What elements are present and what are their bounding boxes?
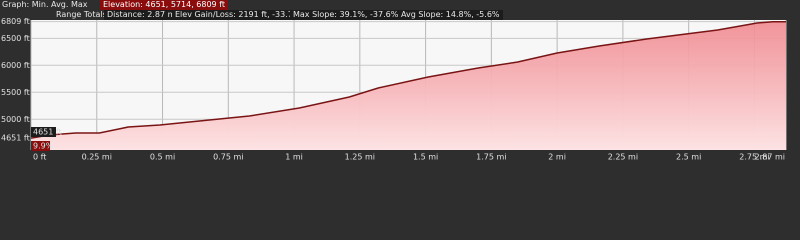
max-slope: Max Slope: 39.1%, -37.6%: [290, 10, 402, 20]
x-tick-label: 2 mi: [548, 153, 566, 162]
x-tick-label: 0.5 mi: [150, 153, 175, 162]
y-tick-label: 6500 ft: [1, 34, 30, 43]
range-label: Range Totals: [56, 10, 107, 19]
x-tick-label: 1.25 mi: [345, 153, 375, 162]
x-tick-label: 2.5 mi: [676, 153, 701, 162]
y-tick-label: 5500 ft: [1, 88, 30, 97]
cursor-label: 9.9%: [33, 142, 54, 151]
x-tick-label: 2.25 mi: [608, 153, 638, 162]
graph-label: Graph: Min. Avg. Max: [2, 0, 88, 9]
y-tick-label: 6000 ft: [1, 61, 30, 70]
y-tick-label: 6809 ft: [1, 17, 30, 26]
avg-slope: Avg Slope: 14.8%, -5.6%: [398, 10, 503, 20]
cursor-label-box: [31, 127, 56, 137]
x-tick-label: 2.75 mi: [739, 153, 769, 162]
cursor-label-box: [31, 141, 50, 151]
x-tick-label: 1.5 mi: [413, 153, 438, 162]
x-tick-label: 1.75 mi: [476, 153, 506, 162]
chart: 0 ft 0.25 mi 0.5 mi 0.75 mi 1 mi 1.25 mi 1.5 m…: [1, 17, 787, 162]
x-tick-label: 1 mi: [285, 153, 303, 162]
y-tick-label: 4651 ft: [1, 134, 30, 143]
area-fill: [31, 21, 786, 151]
distance: Distance: 2.87 mi: [104, 10, 181, 20]
cursor-label: 4651 ft: [33, 128, 62, 137]
elevation-line: [30, 20, 786, 139]
x-tick-label: 0.75 mi: [213, 153, 243, 162]
x-tick-label: 0 ft: [33, 153, 46, 162]
elev-gain-loss: Elev Gain/Loss: 2191 ft, -33.7 ft: [172, 10, 305, 20]
x-tick-label: 0.25 mi: [82, 153, 112, 162]
elevation-panel: Graph: Min. Avg. Max Elevation: 4651, 57…: [1, 0, 787, 162]
x-tick-label: 2.87 mi: [755, 153, 785, 162]
y-tick-label: 5000 ft: [1, 115, 30, 124]
elevation-stats: Elevation: 4651, 5714, 6809 ft: [100, 0, 229, 10]
